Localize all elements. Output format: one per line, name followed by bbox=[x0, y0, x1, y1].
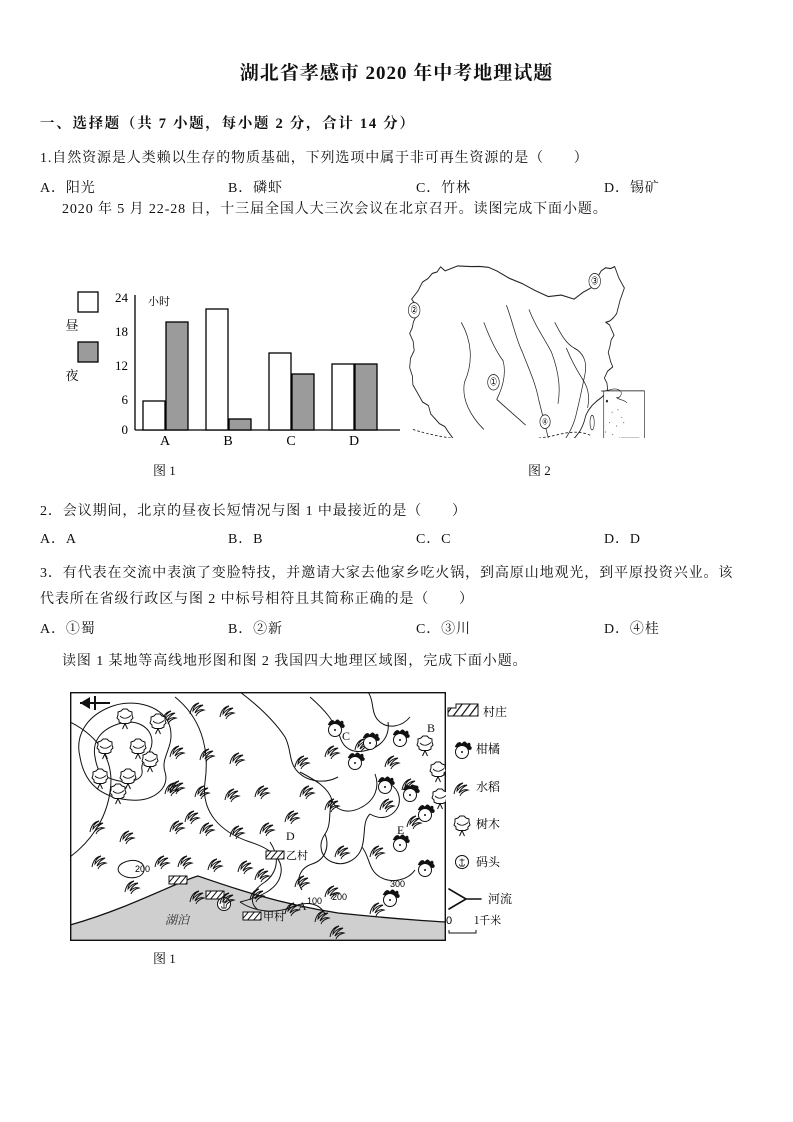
svg-text:河流: 河流 bbox=[488, 890, 512, 907]
svg-text:A: A bbox=[298, 899, 307, 913]
svg-text:1千米: 1千米 bbox=[474, 912, 501, 928]
svg-text:18: 18 bbox=[115, 324, 128, 339]
svg-text:6: 6 bbox=[122, 392, 129, 407]
svg-text:200: 200 bbox=[135, 864, 150, 874]
svg-text:B: B bbox=[427, 721, 435, 735]
svg-text:水稻: 水稻 bbox=[476, 778, 500, 795]
svg-text:昼: 昼 bbox=[65, 315, 78, 334]
svg-text:300: 300 bbox=[390, 879, 405, 889]
svg-text:0: 0 bbox=[122, 422, 129, 437]
svg-text:24: 24 bbox=[115, 290, 129, 305]
svg-text:码头: 码头 bbox=[476, 853, 501, 870]
svg-text:树木: 树木 bbox=[476, 815, 500, 832]
svg-text:A: A bbox=[160, 434, 171, 449]
svg-text:12: 12 bbox=[115, 358, 128, 373]
svg-text:100: 100 bbox=[307, 896, 322, 906]
svg-text:0: 0 bbox=[446, 915, 452, 927]
svg-text:C: C bbox=[342, 729, 350, 743]
svg-text:小时: 小时 bbox=[148, 293, 170, 309]
svg-text:甲村: 甲村 bbox=[263, 908, 285, 924]
svg-text:柑橘: 柑橘 bbox=[476, 740, 500, 757]
svg-text:②: ② bbox=[410, 305, 418, 317]
svg-text:乙村: 乙村 bbox=[286, 847, 308, 863]
svg-text:①: ① bbox=[490, 377, 498, 389]
svg-text:B: B bbox=[223, 434, 232, 449]
svg-text:夜: 夜 bbox=[65, 365, 78, 384]
svg-text:④: ④ bbox=[542, 416, 548, 426]
svg-text:D: D bbox=[286, 829, 295, 843]
svg-text:村庄: 村庄 bbox=[483, 703, 507, 720]
svg-text:湖泊: 湖泊 bbox=[165, 911, 191, 928]
svg-text:D: D bbox=[349, 434, 359, 449]
svg-text:C: C bbox=[286, 434, 295, 449]
svg-text:③: ③ bbox=[591, 276, 599, 288]
